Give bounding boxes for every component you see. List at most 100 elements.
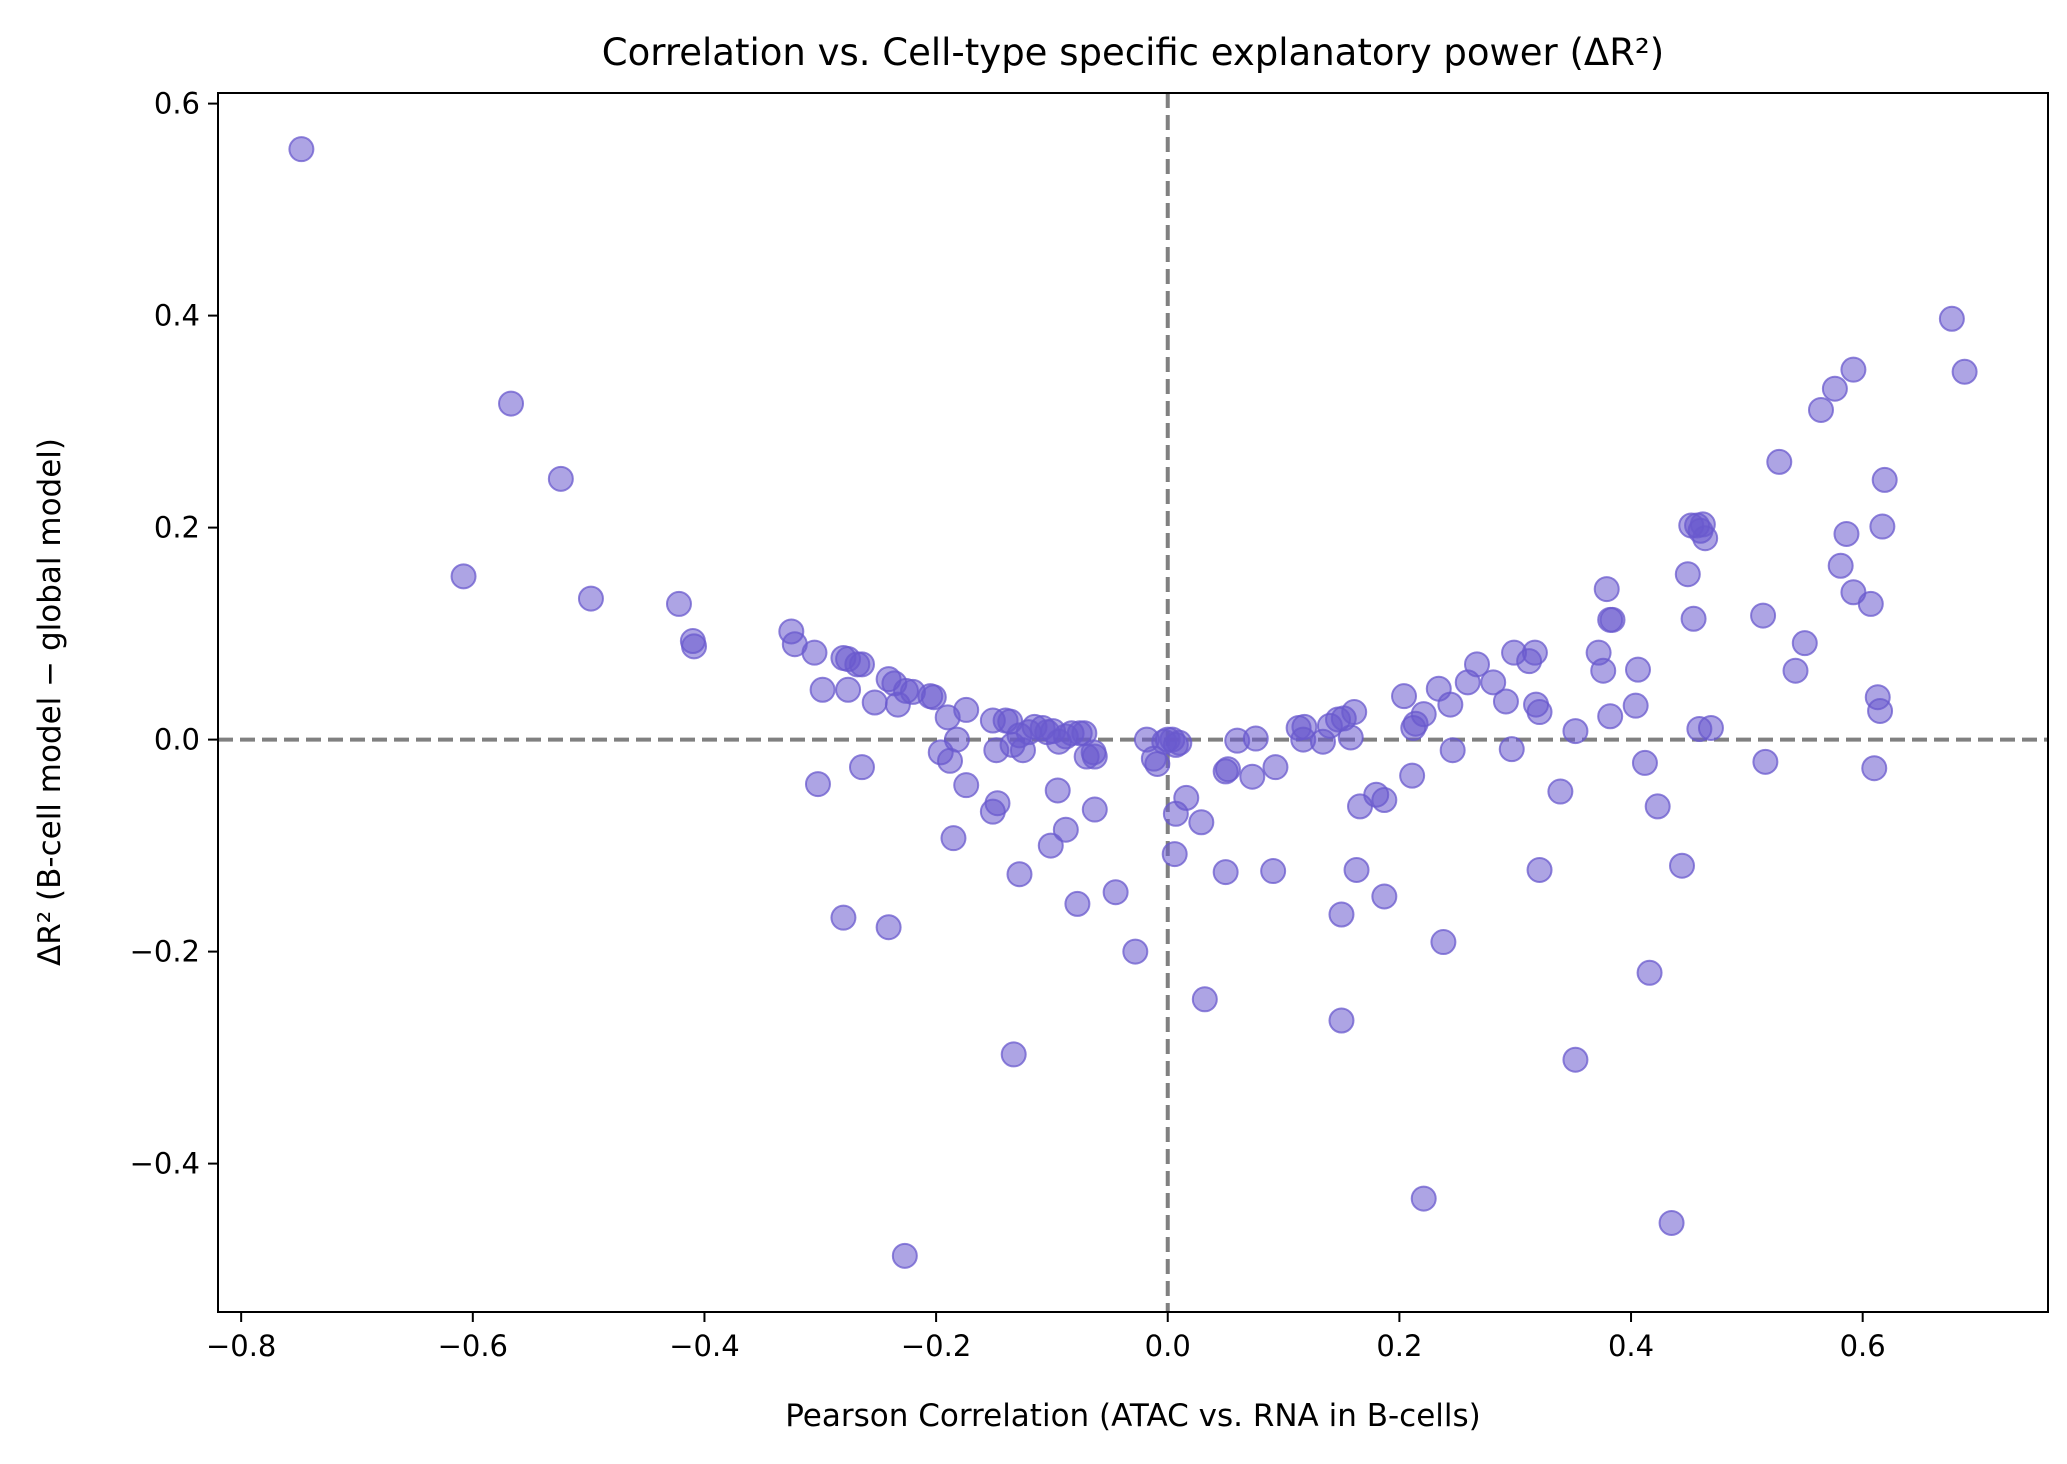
data-point: [1593, 576, 1620, 603]
data-point: [1260, 858, 1287, 885]
data-point: [1173, 784, 1200, 811]
data-point: [1328, 1007, 1355, 1034]
data-point: [1341, 699, 1368, 726]
y-tick-label: 0.2: [154, 511, 200, 545]
data-point: [848, 651, 875, 678]
y-tick-label: −0.4: [130, 1147, 200, 1181]
data-point: [1000, 1041, 1027, 1068]
data-point: [1371, 883, 1398, 910]
data-point: [1521, 639, 1548, 666]
data-point: [830, 904, 857, 931]
data-point: [1337, 724, 1364, 751]
data-point: [1437, 691, 1464, 718]
data-point: [1044, 777, 1071, 804]
y-tick-label: 0.4: [154, 299, 200, 333]
data-point: [1867, 697, 1894, 724]
data-points: [288, 136, 1978, 1269]
data-point: [1674, 561, 1701, 588]
data-point: [1938, 305, 1965, 332]
data-point: [891, 1242, 918, 1269]
data-point: [1697, 714, 1724, 741]
data-point: [450, 563, 477, 590]
data-point: [1951, 358, 1978, 385]
data-point: [1752, 748, 1779, 775]
data-point: [547, 465, 574, 492]
data-point: [1827, 552, 1854, 579]
data-point: [1782, 657, 1809, 684]
data-point: [940, 825, 967, 852]
data-point: [1861, 755, 1888, 782]
data-point: [1562, 718, 1589, 745]
data-point: [861, 689, 888, 716]
data-point: [1562, 1046, 1589, 1073]
data-point: [801, 639, 828, 666]
data-point: [1766, 448, 1793, 475]
data-point: [1122, 938, 1149, 965]
y-tick-label: 0.0: [154, 723, 200, 757]
data-point: [1064, 890, 1091, 917]
data-point: [1498, 736, 1525, 763]
data-point: [953, 772, 980, 799]
x-tick-label: 0.2: [1376, 1329, 1422, 1363]
data-point: [1624, 656, 1651, 683]
data-point: [1526, 856, 1553, 883]
data-point: [498, 390, 525, 417]
data-point: [920, 684, 947, 711]
data-point: [1430, 929, 1457, 956]
data-point: [1547, 778, 1574, 805]
x-tick-label: −0.4: [669, 1329, 739, 1363]
data-point: [848, 754, 875, 781]
plot-frame: [217, 92, 2049, 1313]
data-point: [1037, 832, 1064, 859]
data-point: [681, 633, 708, 660]
data-point: [1871, 466, 1898, 493]
data-point: [1102, 879, 1129, 906]
x-tick-label: 0.4: [1608, 1329, 1654, 1363]
data-point: [1840, 356, 1867, 383]
data-point: [665, 590, 692, 617]
data-point: [1242, 725, 1269, 752]
data-point: [1439, 737, 1466, 764]
x-tick-label: −0.6: [438, 1329, 508, 1363]
data-point: [809, 676, 836, 703]
data-point: [1239, 763, 1266, 790]
data-point: [1869, 513, 1896, 540]
data-point: [1791, 630, 1818, 657]
data-point: [1658, 1209, 1685, 1236]
data-point: [1680, 605, 1707, 632]
data-point: [953, 696, 980, 723]
x-axis-label: Pearson Correlation (ATAC vs. RNA in B-c…: [785, 1398, 1481, 1434]
data-point: [1857, 590, 1884, 617]
data-point: [1526, 699, 1553, 726]
x-tick-label: 0.6: [1840, 1329, 1886, 1363]
data-point: [1692, 525, 1719, 552]
data-point: [1188, 809, 1215, 836]
x-tick-label: −0.2: [901, 1329, 971, 1363]
y-tick-label: 0.6: [154, 87, 200, 121]
x-tick-label: 0.0: [1145, 1329, 1191, 1363]
data-point: [1399, 762, 1426, 789]
data-point: [1590, 657, 1617, 684]
chart-title: Correlation vs. Cell-type specific expla…: [602, 31, 1664, 74]
reference-lines: [218, 93, 2048, 1312]
data-point: [1262, 754, 1289, 781]
data-point: [875, 914, 902, 941]
data-point: [1343, 856, 1370, 883]
data-point: [1391, 683, 1418, 710]
data-point: [1191, 986, 1218, 1013]
data-point: [1212, 859, 1239, 886]
data-point: [1081, 743, 1108, 770]
data-point: [1081, 796, 1108, 823]
data-point: [1463, 651, 1490, 678]
data-point: [1807, 396, 1834, 423]
data-point: [577, 585, 604, 612]
data-point: [1214, 756, 1241, 783]
x-axis-ticks: −0.8 −0.6 −0.4 −0.2 0.0 0.2 0.4 0.6: [206, 1312, 1886, 1363]
data-point: [1821, 375, 1848, 402]
data-point: [1644, 793, 1671, 820]
data-point: [943, 726, 970, 753]
y-axis-ticks: −0.4 −0.2 0.0 0.2 0.4 0.6: [130, 87, 218, 1181]
data-point: [804, 771, 831, 798]
y-axis-label: ΔR² (B-cell model − global model): [32, 438, 68, 966]
